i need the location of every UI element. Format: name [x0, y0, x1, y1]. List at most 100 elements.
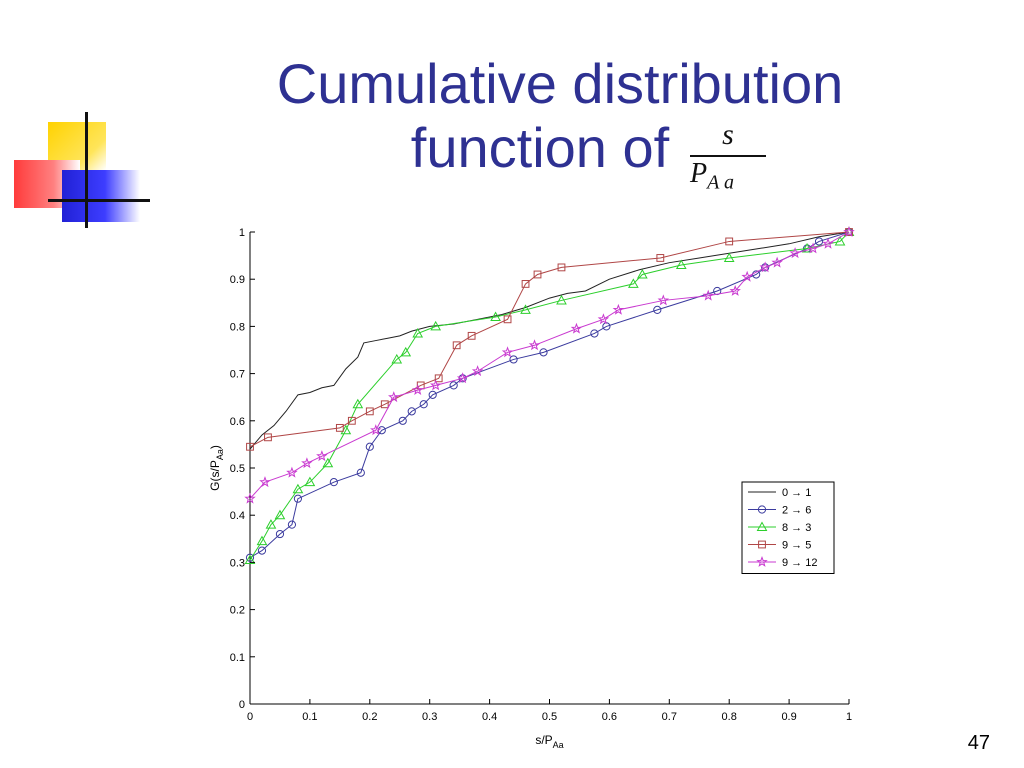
data-point: [729, 284, 741, 296]
formula-numerator: s: [722, 118, 734, 151]
legend-marker: [756, 555, 768, 567]
data-point: [723, 252, 735, 262]
data-point: [570, 322, 583, 334]
data-point: [286, 466, 298, 478]
y-tick-label: 0.1: [230, 652, 245, 664]
data-point: [449, 381, 458, 390]
x-tick-label: 0.4: [482, 711, 497, 723]
series-layer: [244, 225, 855, 565]
data-point: [388, 391, 400, 403]
slide-title: Cumulative distribution function of: [200, 52, 920, 180]
slide-title-line2: function of: [410, 116, 670, 179]
data-point: [675, 259, 687, 270]
series-3: [246, 228, 853, 451]
data-point: [400, 346, 412, 357]
data-point: [557, 263, 566, 272]
legend-entry: 9 → 5: [748, 540, 811, 552]
data-point: [244, 492, 256, 504]
formula-denominator-sub: A a: [707, 171, 734, 194]
data-point: [347, 416, 356, 425]
data-point: [370, 424, 382, 436]
series-0: [249, 231, 850, 450]
data-point: [429, 379, 442, 391]
legend-marker: [757, 505, 767, 514]
title-formula: s PA a: [690, 118, 780, 194]
data-point: [822, 237, 834, 249]
data-point: [834, 235, 846, 246]
data-point: [274, 509, 286, 520]
axis-layer: 0 0.1 0.2 0.3 0.4 0.5 0.6 0.7 0.8 0.9 1 0 0.1 0.2 0.3 0…: [208, 227, 852, 750]
data-point: [725, 237, 734, 246]
x-tick-label: 0.5: [542, 711, 557, 723]
data-point: [428, 390, 437, 399]
series-line: [249, 231, 850, 450]
data-point: [556, 294, 567, 305]
data-point: [265, 519, 277, 529]
legend-marker: [758, 540, 766, 549]
x-tick-label: 0.1: [302, 711, 317, 723]
y-tick-label: 0.6: [230, 416, 245, 428]
data-point: [771, 256, 783, 268]
data-point: [245, 553, 255, 562]
data-point: [636, 268, 648, 279]
data-point: [356, 468, 365, 477]
legend-label: 9 → 12: [782, 557, 817, 569]
slide-title-line1: Cumulative distribution: [276, 52, 844, 115]
data-point: [533, 270, 542, 279]
data-point: [490, 311, 501, 321]
chart-legend: 0 → 1 2 → 6 8 → 3 9 → 5 9 → 12: [741, 481, 835, 574]
data-point: [741, 270, 753, 282]
legend-entry: 8 → 3: [748, 521, 811, 534]
data-point: [412, 327, 424, 338]
legend-marker: [756, 521, 768, 531]
logo-blue-square: [62, 170, 140, 222]
legend-box: [741, 481, 835, 574]
data-point: [411, 384, 424, 396]
y-tick-label: 0.2: [230, 605, 245, 617]
data-point: [590, 329, 599, 338]
y-tick-label: 0.5: [230, 463, 245, 475]
series-line: [249, 231, 850, 448]
data-point: [352, 398, 364, 409]
y-tick-label: 0: [239, 699, 245, 711]
data-point: [259, 476, 271, 488]
data-point: [843, 225, 855, 237]
data-point: [509, 355, 518, 364]
x-tick-label: 0.9: [781, 711, 796, 723]
data-point: [628, 278, 639, 288]
data-point: [301, 457, 313, 469]
data-point: [322, 457, 334, 468]
data-point: [539, 348, 548, 357]
data-point: [501, 346, 514, 358]
legend-label: 2 → 6: [782, 505, 811, 517]
data-point: [814, 237, 824, 246]
series-4: [244, 225, 855, 504]
data-point: [244, 554, 256, 565]
x-tick-label: 0: [247, 711, 253, 723]
data-point: [287, 520, 297, 529]
data-point: [419, 400, 428, 409]
data-point: [653, 305, 662, 314]
logo-horizontal-line: [48, 199, 150, 202]
y-tick-label: 1: [239, 227, 245, 239]
x-axis-label: s/PAa: [535, 733, 563, 750]
data-point: [275, 529, 285, 539]
data-point: [256, 535, 268, 546]
data-point: [304, 476, 316, 487]
data-point: [316, 450, 328, 462]
data-point: [329, 478, 338, 487]
x-tick-label: 0.3: [422, 711, 437, 723]
legend-label: 0 → 1: [782, 487, 811, 499]
y-tick-label: 0.8: [230, 321, 245, 333]
formula-denominator-base: P: [690, 158, 708, 189]
data-point: [702, 289, 714, 301]
y-tick-label: 0.9: [230, 274, 245, 286]
data-point: [520, 304, 531, 314]
formula-fraction-bar: [690, 155, 766, 157]
data-point: [430, 320, 442, 331]
data-point: [246, 442, 254, 451]
data-point: [656, 254, 665, 262]
legend-entry: 2 → 6: [748, 505, 811, 517]
data-point: [759, 261, 771, 273]
